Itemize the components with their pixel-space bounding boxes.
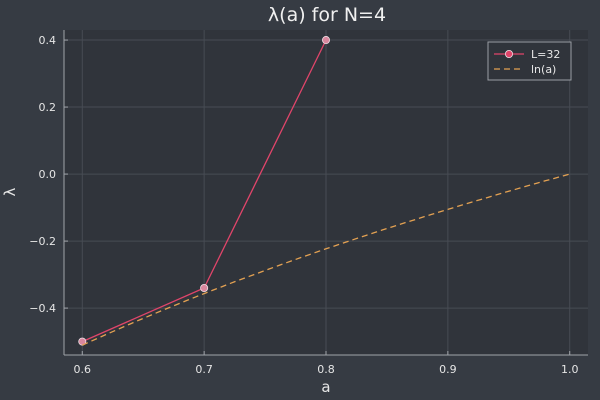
- series: [78, 36, 570, 346]
- series-1-line: [82, 173, 570, 346]
- legend-marker-0: [504, 50, 513, 59]
- series-0-point: [200, 283, 209, 292]
- series-0-point: [321, 36, 330, 45]
- axes: [63, 30, 588, 356]
- y-tick-label: −0.2: [29, 235, 56, 248]
- y-tick-label: 0.0: [39, 168, 57, 181]
- y-tick-label: −0.4: [29, 302, 56, 315]
- y-tick-label: 0.4: [39, 34, 57, 47]
- chart-title: λ(a) for N=4: [268, 4, 386, 26]
- x-tick-label: 0.9: [439, 363, 457, 376]
- legend-box: [487, 41, 572, 81]
- x-axis-label: a: [321, 378, 330, 396]
- legend-label-1: ln(a): [531, 63, 556, 76]
- series-0-point: [78, 337, 87, 346]
- y-axis-label: λ: [1, 187, 19, 196]
- x-tick-label: 1.0: [561, 363, 579, 376]
- x-tick-label: 0.6: [74, 363, 92, 376]
- tick-labels: 0.6 0.7 0.8 0.9 1.0 −0.4 −0.2 0.0 0.2 0.4: [29, 34, 578, 376]
- y-tick-label: 0.2: [39, 101, 57, 114]
- x-tick-label: 0.8: [317, 363, 335, 376]
- x-tick-label: 0.7: [195, 363, 213, 376]
- legend-label-0: L=32: [531, 48, 560, 61]
- legend: L=32 ln(a): [487, 41, 572, 81]
